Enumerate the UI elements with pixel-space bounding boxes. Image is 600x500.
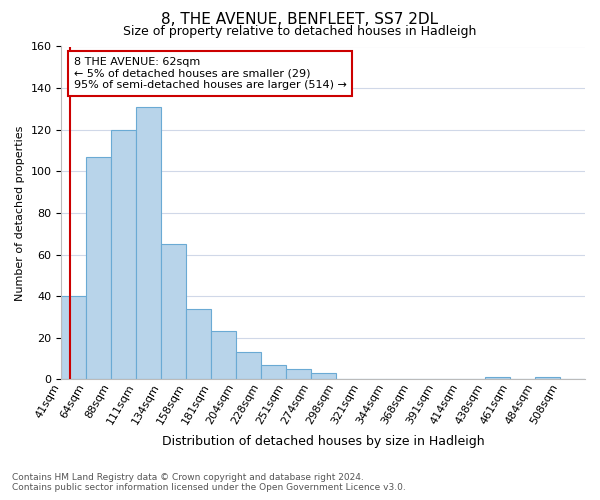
Bar bbox=[211, 332, 236, 380]
X-axis label: Distribution of detached houses by size in Hadleigh: Distribution of detached houses by size … bbox=[162, 434, 485, 448]
Text: 8, THE AVENUE, BENFLEET, SS7 2DL: 8, THE AVENUE, BENFLEET, SS7 2DL bbox=[161, 12, 439, 28]
Y-axis label: Number of detached properties: Number of detached properties bbox=[15, 125, 25, 300]
Bar bbox=[286, 369, 311, 380]
Text: Contains HM Land Registry data © Crown copyright and database right 2024.
Contai: Contains HM Land Registry data © Crown c… bbox=[12, 473, 406, 492]
Bar bbox=[111, 130, 136, 380]
Bar bbox=[535, 377, 560, 380]
Bar bbox=[161, 244, 186, 380]
Text: 8 THE AVENUE: 62sqm
← 5% of detached houses are smaller (29)
95% of semi-detache: 8 THE AVENUE: 62sqm ← 5% of detached hou… bbox=[74, 57, 347, 90]
Bar bbox=[261, 364, 286, 380]
Text: Size of property relative to detached houses in Hadleigh: Size of property relative to detached ho… bbox=[124, 25, 476, 38]
Bar bbox=[311, 373, 335, 380]
Bar bbox=[186, 308, 211, 380]
Bar bbox=[136, 107, 161, 380]
Bar bbox=[61, 296, 86, 380]
Bar bbox=[485, 377, 510, 380]
Bar bbox=[236, 352, 261, 380]
Bar bbox=[86, 156, 111, 380]
